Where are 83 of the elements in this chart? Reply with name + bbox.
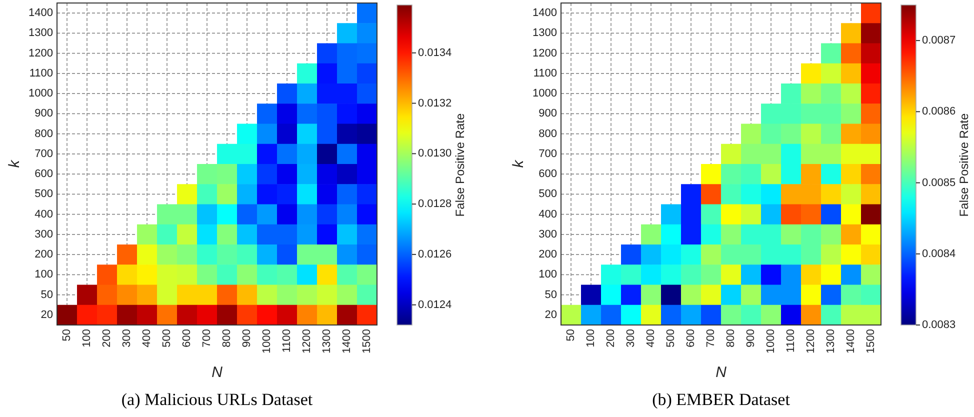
y-tick-label: 100 — [34, 268, 53, 281]
x-tick-label: 1000 — [261, 329, 273, 354]
text: (b) EMBER Dataset — [652, 390, 790, 409]
x-tick-label: 400 — [645, 329, 657, 348]
x-tick-label: 1000 — [765, 329, 777, 354]
y-tick-label: 900 — [538, 108, 557, 120]
color-bar-title: False Positive Rate — [957, 112, 971, 217]
y-tick-label: 900 — [34, 108, 53, 120]
color-bar-label: 0.0130 — [418, 148, 452, 160]
y-tick-label: 700 — [34, 148, 53, 160]
y-tick-label: 300 — [538, 228, 557, 240]
x-tick-label: 50 — [61, 329, 73, 342]
y-tick-label: 1000 — [28, 88, 53, 100]
x-tick-label: 900 — [241, 329, 253, 348]
x-tick-label: 100 — [81, 329, 93, 348]
y-tick-label: 50 — [40, 288, 53, 301]
y-tick-label: 600 — [34, 168, 53, 180]
color-bar-label: 0.0128 — [418, 198, 452, 210]
y-tick-label: 600 — [538, 168, 557, 180]
x-tick-label: 1200 — [805, 329, 817, 354]
x-axis-title: N — [716, 364, 727, 381]
y-tick-label: 1300 — [28, 27, 53, 40]
y-tick-label: 200 — [538, 248, 557, 261]
y-tick-label: 50 — [544, 288, 557, 301]
color-bar-label: 0.0134 — [418, 46, 452, 59]
y-tick-label: 1000 — [532, 88, 557, 100]
x-tick-label: 1500 — [361, 329, 373, 354]
x-tick-label: 700 — [705, 329, 717, 348]
y-tick-label: 1300 — [532, 27, 557, 40]
y-tick-label: 300 — [34, 228, 53, 240]
x-tick-label: 500 — [161, 329, 173, 348]
color-bar-label: 0.0086 — [922, 106, 956, 118]
x-tick-label: 200 — [605, 329, 617, 348]
x-tick-label: 1100 — [785, 329, 797, 353]
y-tick-label: 1200 — [532, 47, 557, 60]
y-axis-title: k — [510, 158, 527, 168]
y-tick-label: 400 — [538, 208, 557, 220]
x-axis-title: N — [212, 364, 223, 381]
x-tick-label: 600 — [181, 329, 193, 348]
y-tick-label: 800 — [34, 128, 53, 140]
color-bar-label: 0.0087 — [922, 34, 956, 47]
x-tick-label: 1300 — [825, 329, 837, 354]
y-tick-label: 1100 — [533, 67, 557, 80]
x-tick-label: 900 — [745, 329, 757, 348]
x-tick-label: 800 — [221, 329, 233, 348]
color-bar-label: 0.0124 — [418, 298, 452, 311]
x-tick-label: 300 — [121, 329, 133, 348]
x-tick-label: 1300 — [321, 329, 333, 354]
x-tick-label: 1400 — [845, 329, 857, 354]
x-tick-label: 1500 — [865, 329, 877, 354]
x-tick-label: 50 — [565, 329, 577, 342]
y-tick-label: 1200 — [28, 47, 53, 60]
y-tick-label: 1400 — [532, 7, 557, 20]
x-tick-label: 200 — [101, 329, 113, 348]
x-tick-label: 1400 — [341, 329, 353, 354]
color-bar-label: 0.0085 — [922, 176, 956, 189]
x-tick-label: 300 — [625, 329, 637, 348]
y-tick-label: 20 — [40, 308, 53, 321]
y-tick-label: 500 — [538, 188, 557, 200]
y-tick-label: 500 — [34, 188, 53, 200]
color-bar-label: 0.0083 — [922, 319, 956, 331]
y-tick-label: 400 — [34, 208, 53, 220]
y-tick-label: 1400 — [28, 7, 53, 20]
y-tick-label: 1100 — [29, 67, 53, 80]
x-tick-label: 400 — [141, 329, 153, 348]
text: (a) Malicious URLs Dataset — [121, 390, 313, 409]
x-tick-label: 500 — [665, 329, 677, 348]
x-tick-label: 1200 — [301, 329, 313, 354]
x-tick-label: 1100 — [281, 329, 293, 353]
y-tick-label: 200 — [34, 248, 53, 261]
y-tick-label: 700 — [538, 148, 557, 160]
color-bar-label: 0.0132 — [418, 97, 452, 110]
color-bar-label: 0.0126 — [418, 248, 452, 260]
y-axis-title: k — [6, 158, 23, 168]
x-tick-label: 700 — [201, 329, 213, 348]
x-tick-label: 600 — [685, 329, 697, 348]
color-bar-title: False Positive Rate — [453, 112, 467, 217]
x-tick-label: 100 — [585, 329, 597, 348]
y-tick-label: 100 — [538, 268, 557, 281]
y-tick-label: 800 — [538, 128, 557, 140]
color-bar-label: 0.0084 — [922, 248, 956, 260]
y-tick-label: 20 — [544, 308, 557, 321]
x-tick-label: 800 — [725, 329, 737, 348]
